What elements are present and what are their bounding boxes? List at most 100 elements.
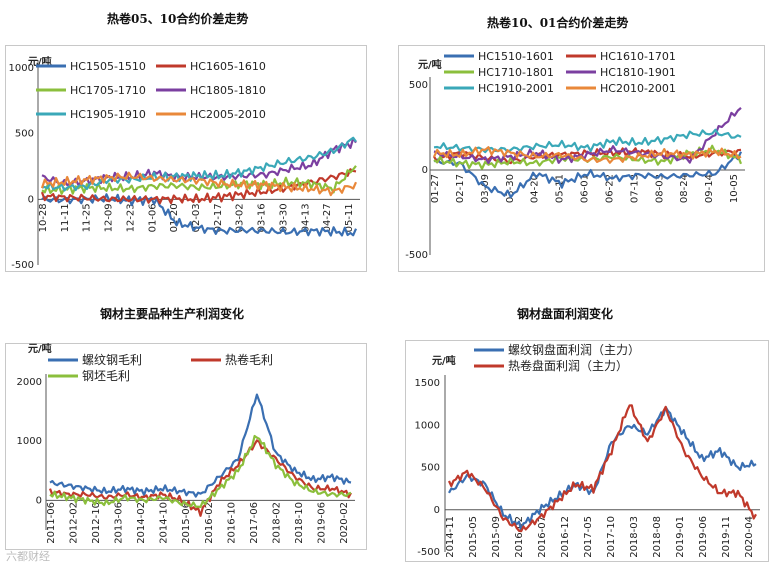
chart3-x-tick: 2016-10 [226, 502, 237, 544]
chart1-legend-label: HC1705-1710 [70, 84, 146, 97]
chart4-x-tick: 2015-05 [468, 516, 479, 558]
chart3-x-tick: 2011-06 [46, 502, 57, 544]
chart2-series-4-line [433, 107, 742, 165]
chart1-x-tick: 01-06 [147, 203, 158, 232]
chart3-legend-label: 热卷毛利 [225, 352, 273, 367]
chart1-x-tick: 11-25 [82, 203, 93, 232]
chart3-x-tick: 2018-02 [271, 502, 282, 544]
chart4-x-tick: 2016-12 [560, 516, 571, 558]
chart4-unit-label: 元/吨 [432, 354, 456, 367]
chart2-x-tick: 01-27 [430, 174, 441, 203]
chart2-x-tick: 08-03 [654, 174, 665, 203]
chart3-x-tick: 2012-10 [91, 502, 102, 544]
chart3-x-tick: 2016-02 [204, 502, 215, 544]
chart2-series-6-line [432, 146, 742, 164]
chart1-series-6-line [40, 171, 358, 197]
chart2-title: 热卷10、01合约价差走势 [487, 16, 629, 30]
chart2-x-tick: 07-13 [629, 174, 640, 203]
chart1-y-tick: -500 [11, 260, 34, 271]
chart1-x-tick: 12-09 [104, 203, 115, 232]
chart3-series-3-line [49, 434, 352, 508]
chart4-title: 钢材盘面利润变化 [517, 307, 614, 321]
chart2-series-5-line [433, 128, 742, 154]
chart2-y-tick: 0 [422, 165, 428, 176]
chart4-x-tick: 2019-01 [675, 516, 686, 558]
chart3-legend-label: 螺纹钢毛利 [82, 353, 142, 367]
chart3-x-tick: 2014-10 [159, 502, 170, 544]
chart1-y-tick: 0 [28, 194, 34, 205]
chart3-x-tick: 2017-06 [249, 502, 260, 544]
chart1-legend-label: HC1605-1610 [190, 60, 266, 73]
chart1-x-tick: 04-27 [322, 203, 333, 232]
chart3-x-tick: 2019-06 [316, 502, 327, 544]
chart3-y-tick: 1000 [17, 436, 42, 447]
chart3-x-tick: 2018-10 [294, 502, 305, 544]
chart4-x-tick: 2015-09 [491, 516, 502, 558]
chart1-y-tick: 500 [15, 129, 34, 140]
chart2-x-tick: 04-20 [530, 174, 541, 203]
chart4-x-tick: 2014-11 [445, 516, 456, 558]
chart1-y-tick: 1000 [9, 63, 34, 74]
chart1-legend-label: HC1905-1910 [70, 108, 146, 121]
chart2-x-tick: 05-11 [555, 174, 566, 203]
chart2-x-tick: 06-01 [580, 174, 591, 203]
chart2-x-tick: 09-14 [704, 174, 715, 203]
chart1-x-tick: 03-16 [257, 203, 268, 232]
chart4-x-tick: 2019-11 [721, 516, 732, 558]
chart1-x-tick: 02-17 [213, 203, 224, 232]
chart1-x-tick: 12-23 [125, 203, 136, 232]
chart3-series-1-line [49, 393, 352, 498]
chart1-legend-label: HC2005-2010 [190, 108, 266, 121]
chart4-legend-label: 热卷盘面利润（主力） [508, 358, 628, 373]
chart2-x-tick: 02-17 [455, 174, 466, 203]
chart2-legend-label: HC1810-1901 [600, 66, 676, 79]
chart2-y-tick: 500 [409, 80, 428, 91]
chart1-series-2-line [40, 168, 357, 205]
chart4-x-tick: 2019-06 [698, 516, 709, 558]
chart1-x-tick: 02-03 [191, 203, 202, 232]
chart3-unit-label: 元/吨 [28, 342, 52, 355]
chart4-y-tick: 0 [434, 505, 440, 516]
chart4-series-1-line [448, 406, 757, 532]
chart4-x-tick: 2016-07 [537, 516, 548, 558]
chart4-x-tick: 2016-02 [514, 516, 525, 558]
chart2-legend-label: HC1710-1801 [478, 66, 554, 79]
chart2-series-1-line [433, 151, 743, 199]
chart2-x-tick: 10-05 [729, 174, 740, 203]
chart4-y-tick: 500 [421, 463, 440, 474]
chart1-x-tick: 11-11 [60, 203, 71, 232]
chart2-x-tick: 03-30 [505, 174, 516, 203]
chart3-series-2-line [48, 439, 352, 517]
chart2-legend-label: HC1610-1701 [600, 50, 676, 63]
chart3-x-tick: 2014-02 [136, 502, 147, 544]
chart1-x-tick: 03-02 [235, 203, 246, 232]
chart4-x-tick: 2020-04 [744, 516, 755, 558]
chart1-x-tick: 04-13 [300, 203, 311, 232]
chart1-x-tick: 03-30 [278, 203, 289, 232]
chart2-x-tick: 03-09 [480, 174, 491, 203]
watermark-text: 六都财经 [6, 550, 50, 563]
chart3-x-tick: 2020-02 [339, 502, 350, 544]
chart3-x-tick: 2013-06 [114, 502, 125, 544]
chart3-y-tick: 0 [36, 495, 42, 506]
chart3-y-tick: 2000 [17, 377, 42, 388]
chart2-y-tick: -500 [405, 250, 428, 261]
chart4-y-tick: 1000 [415, 420, 440, 431]
chart3-legend-label: 钢坯毛利 [82, 369, 130, 383]
chart1-title: 热卷05、10合约价差走势 [107, 12, 249, 26]
chart1-x-tick: 05-11 [344, 203, 355, 232]
chart4-x-tick: 2018-03 [629, 516, 640, 558]
chart2-x-tick: 08-24 [679, 174, 690, 203]
chart4-y-tick: 1500 [415, 378, 440, 389]
chart4-frame [405, 340, 769, 562]
chart4-x-tick: 2017-10 [606, 516, 617, 558]
chart4-series-2-line [447, 404, 757, 533]
chart2-legend-label: HC1510-1601 [478, 50, 554, 63]
chart4-x-tick: 2017-05 [583, 516, 594, 558]
chart4-legend-label: 螺纹钢盘面利润（主力） [508, 342, 640, 357]
chart2-legend-label: HC2010-2001 [600, 82, 676, 95]
chart4-y-tick: -500 [417, 547, 440, 558]
chart1-series-5-line [41, 136, 357, 192]
chart4-x-tick: 2018-08 [652, 516, 663, 558]
